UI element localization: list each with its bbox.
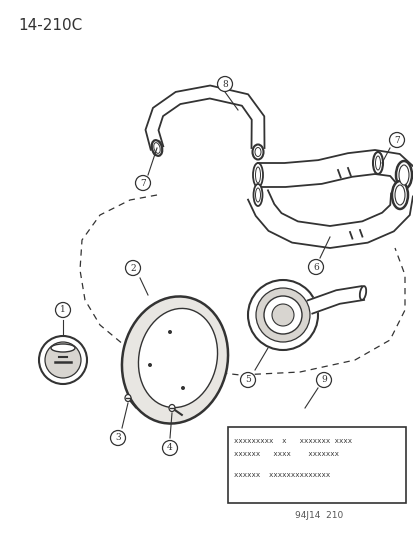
Polygon shape [145, 85, 264, 150]
Circle shape [45, 342, 81, 378]
Text: 2: 2 [130, 263, 135, 272]
Text: 94J14  210: 94J14 210 [294, 511, 342, 520]
Ellipse shape [252, 144, 263, 159]
Ellipse shape [395, 161, 411, 189]
Ellipse shape [359, 286, 366, 300]
Ellipse shape [122, 296, 228, 424]
Circle shape [271, 304, 293, 326]
Ellipse shape [153, 141, 161, 155]
Ellipse shape [372, 152, 382, 174]
Text: 1: 1 [60, 305, 66, 314]
Text: xxxxxxxxx  x   xxxxxxx xxxx: xxxxxxxxx x xxxxxxx xxxx [233, 438, 351, 444]
Circle shape [55, 303, 70, 318]
Ellipse shape [399, 163, 408, 187]
Text: 7: 7 [140, 179, 145, 188]
Circle shape [316, 373, 331, 387]
Ellipse shape [51, 344, 75, 352]
Ellipse shape [253, 184, 262, 206]
Circle shape [217, 77, 232, 92]
Circle shape [125, 261, 140, 276]
Polygon shape [307, 286, 363, 313]
Polygon shape [247, 190, 412, 248]
Circle shape [162, 440, 177, 456]
Text: xxxxxx  xxxxxxxxxxxxxx: xxxxxx xxxxxxxxxxxxxx [233, 472, 330, 478]
Ellipse shape [125, 394, 131, 401]
Ellipse shape [394, 185, 404, 205]
Circle shape [180, 386, 185, 390]
Ellipse shape [254, 148, 260, 157]
Ellipse shape [152, 140, 162, 156]
Circle shape [247, 280, 317, 350]
Circle shape [308, 260, 323, 274]
Ellipse shape [255, 167, 260, 183]
Ellipse shape [398, 165, 408, 185]
Ellipse shape [397, 184, 405, 206]
Text: 5: 5 [244, 376, 250, 384]
Circle shape [147, 363, 152, 367]
Ellipse shape [138, 309, 217, 408]
Text: 6: 6 [312, 262, 318, 271]
Circle shape [240, 373, 255, 387]
Polygon shape [257, 150, 413, 187]
Circle shape [110, 431, 125, 446]
Text: 8: 8 [222, 79, 227, 88]
Circle shape [168, 330, 171, 334]
Ellipse shape [252, 163, 262, 187]
Circle shape [255, 288, 309, 342]
Ellipse shape [391, 181, 407, 209]
Text: 9: 9 [320, 376, 326, 384]
Circle shape [263, 296, 301, 334]
Circle shape [389, 133, 404, 148]
Text: 7: 7 [393, 135, 399, 144]
Circle shape [39, 336, 87, 384]
Circle shape [135, 175, 150, 190]
Ellipse shape [153, 143, 160, 154]
Bar [228, 427, 405, 503]
Text: 4: 4 [167, 443, 173, 453]
Text: 3: 3 [115, 433, 121, 442]
Text: 14-210C: 14-210C [18, 18, 82, 33]
Ellipse shape [169, 405, 175, 411]
Text: xxxxxx   xxxx    xxxxxxx: xxxxxx xxxx xxxxxxx [233, 451, 338, 457]
